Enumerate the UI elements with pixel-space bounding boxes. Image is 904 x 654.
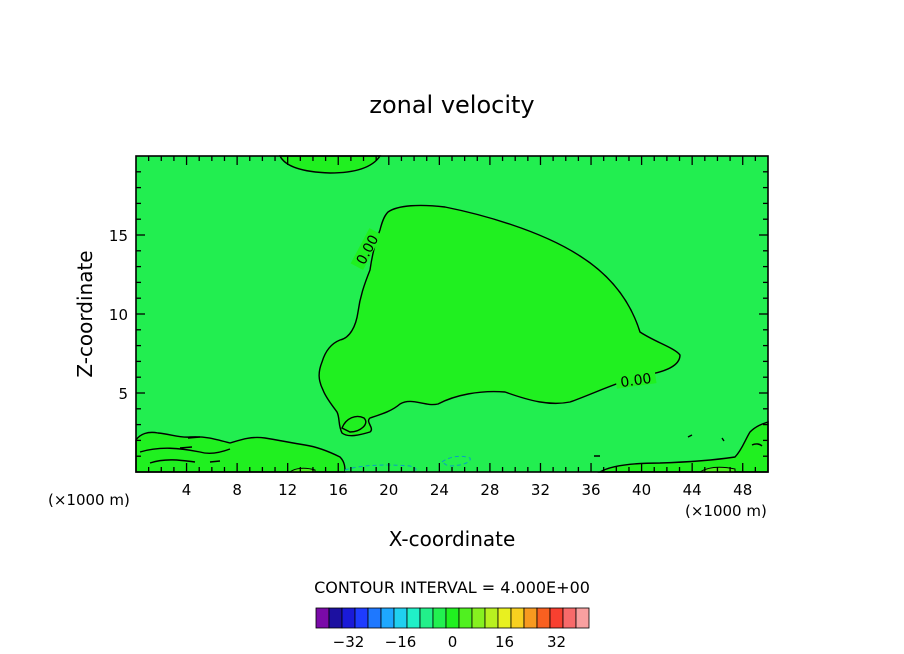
contour-label-bg	[350, 228, 382, 271]
chart-title: zonal velocity	[369, 91, 534, 119]
colorbar-swatch	[341, 607, 356, 629]
y-tick-label: 10	[109, 306, 128, 324]
x-tick-label: 24	[430, 481, 449, 499]
colorbar-swatch	[315, 607, 330, 629]
colorbar-swatch	[549, 607, 564, 629]
colorbar-swatch	[523, 607, 538, 629]
main-positive-region	[318, 204, 681, 437]
colorbar-swatch	[471, 607, 486, 629]
x-tick-label: 36	[581, 481, 600, 499]
colorbar-swatch	[367, 607, 382, 629]
x-axis-label: X-coordinate	[389, 527, 516, 551]
colorbar-swatch	[484, 607, 499, 629]
colorbar-tick-label: 16	[495, 633, 514, 651]
contour-interval-text: CONTOUR INTERVAL = 4.000E+00	[314, 578, 590, 597]
x-tick-label: 40	[632, 481, 651, 499]
colorbar: −32 −16 0 16 32	[315, 607, 590, 651]
x-tick-label: 48	[733, 481, 752, 499]
colorbar-swatch	[458, 607, 473, 629]
x-unit-right: (×1000 m)	[685, 502, 767, 520]
bottom-left-positive-region	[135, 431, 346, 473]
x-axis: 4 8 12 16 20 24 28 32 36 40 44 48	[147, 156, 757, 499]
x-tick-label: 20	[379, 481, 398, 499]
x-tick-label: 32	[531, 481, 550, 499]
colorbar-swatch	[406, 607, 421, 629]
y-axis-label: Z-coordinate	[73, 250, 97, 377]
colorbar-swatch	[497, 607, 512, 629]
x-tick-label: 16	[329, 481, 348, 499]
colorbar-swatch	[432, 607, 447, 629]
y-tick-label: 15	[109, 227, 128, 245]
colorbar-swatch	[354, 607, 369, 629]
contour-label-zero-right: 0.00	[619, 371, 652, 391]
x-tick-label: 28	[480, 481, 499, 499]
colorbar-swatch	[445, 607, 460, 629]
y-tick-label: 5	[118, 385, 128, 403]
colorbar-swatch	[419, 607, 434, 629]
x-tick-label: 44	[683, 481, 702, 499]
colorbar-swatch	[575, 607, 590, 629]
zero-contour-wiggles	[139, 415, 763, 464]
colorbar-tick-label: −32	[333, 633, 365, 651]
colorbar-swatch	[536, 607, 551, 629]
colorbar-swatch	[562, 607, 577, 629]
negative-patch	[441, 455, 471, 467]
colorbar-swatch	[393, 607, 408, 629]
contour-label-bg	[614, 369, 657, 389]
x-tick-label: 8	[232, 481, 242, 499]
plot-area: 0.000.00	[135, 155, 769, 473]
y-axis: 5 10 15	[109, 171, 768, 457]
colorbar-swatch	[510, 607, 525, 629]
x-unit-left: (×1000 m)	[48, 491, 130, 509]
colorbar-tick-label: 32	[547, 633, 566, 651]
weak-positive-patch	[288, 467, 316, 473]
x-tick-label: 4	[182, 481, 192, 499]
colorbar-tick-label: −16	[385, 633, 417, 651]
colorbar-tick-label: 0	[448, 633, 458, 651]
x-tick-label: 12	[278, 481, 297, 499]
colorbar-swatch	[328, 607, 343, 629]
colorbar-swatch	[380, 607, 395, 629]
